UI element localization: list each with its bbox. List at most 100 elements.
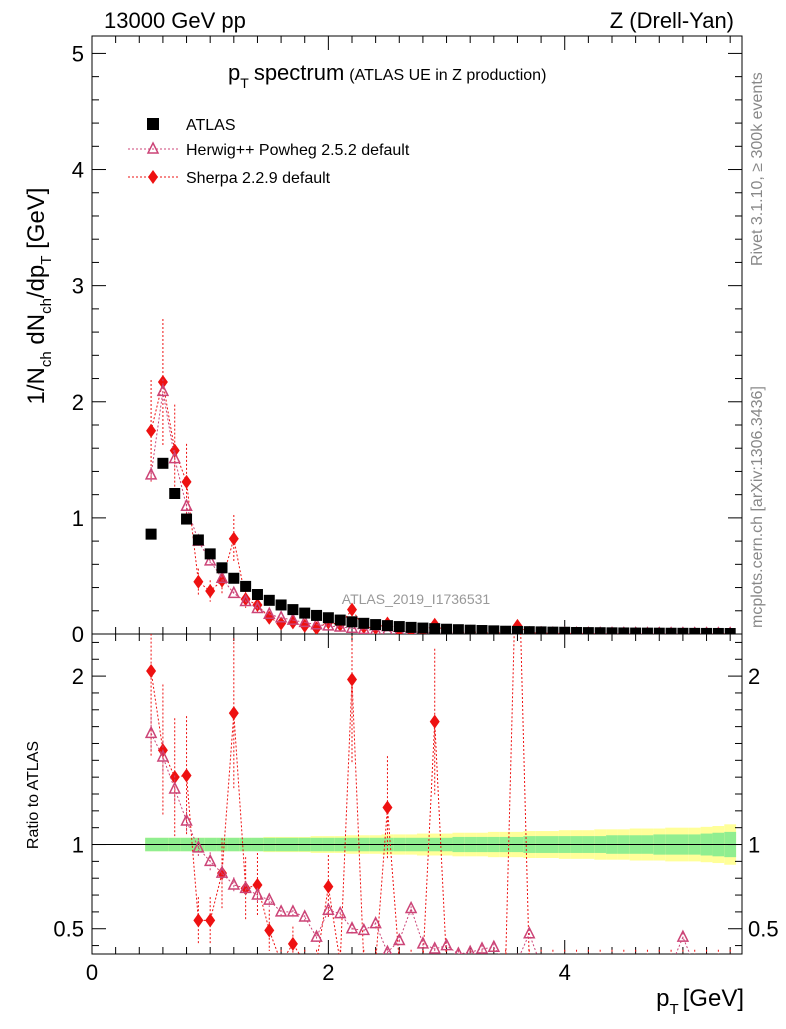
sherpa-ratio-point [607,955,617,969]
atlas-point [405,621,417,633]
sherpa-point [240,592,251,607]
atlas-point [334,614,346,626]
sherpa-ratio-point [512,501,522,515]
y-tick-label: 2 [72,390,84,415]
herwig-ratio-point [274,904,288,917]
y-tick-label: 0 [72,622,84,647]
atlas-point [393,621,405,633]
x-tick-label: 4 [559,960,571,985]
sherpa-ratio-point [193,913,204,928]
herwig-ratio-point [654,958,664,968]
atlas-point [571,626,583,634]
atlas-point [275,599,287,611]
herwig-point [156,383,170,397]
sherpa-ratio-point [181,768,192,783]
y-tick-label: 2 [72,664,84,689]
sherpa-ratio-point [702,955,712,969]
x-tick-label: 2 [322,960,334,985]
herwig-ratio-point [357,922,371,936]
herwig-ratio-point [393,932,406,946]
atlas-point [145,528,157,540]
atlas-point [641,627,653,634]
y-tick-label: 3 [72,274,84,299]
herwig-ratio-point [215,865,229,878]
herwig-ratio-point [263,892,276,905]
svg-text:1/Nch dNch/dpT [GeV]: 1/Nch dNch/dpT [GeV] [23,188,55,405]
atlas-point [228,572,240,584]
sherpa-point [146,423,157,438]
herwig-point [144,467,158,480]
y-tick-label: 4 [72,158,84,183]
herwig-ratio-point [156,749,170,762]
atlas-point [701,627,713,634]
main-ylabel: 1/Nch dNch/dpT [GeV] [23,188,55,405]
y-tick-label-right: 0.5 [748,917,779,942]
atlas-point [322,612,334,624]
sherpa-point [276,616,287,631]
herwig-ratio-point [180,813,193,826]
atlas-point [311,609,323,621]
legend: ATLAS Herwig++ Powheg 2.5.2 default Sher… [128,117,410,187]
atlas-point [511,625,523,634]
atlas-point [452,624,464,634]
herwig-point [168,450,181,464]
herwig-ratio-point [725,960,735,970]
atlas-point [582,627,594,634]
atlas-point [547,626,559,634]
herwig-ratio-point [501,956,511,966]
sherpa-ratio-point [205,913,216,928]
atlas-point [358,617,370,629]
herwig-ratio-point [487,939,501,953]
sherpa-ratio-point [654,955,664,969]
sherpa-ratio-point [725,955,735,969]
y-tick-label: 1 [72,506,84,531]
herwig-ratio-point [144,725,158,739]
sherpa-ratio-point [536,955,546,969]
herwig-ratio-point [416,936,430,949]
x-tick-label: 0 [86,960,98,985]
atlas-point [240,580,252,592]
herwig-ratio-point [345,921,359,934]
sherpa-ratio-point [252,877,263,892]
sherpa-point [311,621,322,634]
herwig-ratio-point [239,880,252,894]
atlas-point [417,622,429,634]
herwig-point [239,593,252,607]
herwig-ratio-point [631,960,641,970]
atlas-point [630,627,642,634]
watermark: ATLAS_2019_I1736531 [342,591,491,607]
herwig-point [298,614,311,628]
herwig-point [263,606,276,620]
main-axis-ticks: 0 1 2 3 4 5 [72,36,742,647]
sherpa-point [157,375,168,390]
sherpa-ratio-point [619,955,629,969]
atlas-point [263,594,275,606]
sherpa-ratio-point [642,955,652,969]
legend-herwig-marker [146,141,160,154]
herwig-ratio-point [676,929,690,942]
legend-sherpa-marker [148,170,158,184]
atlas-point [724,628,736,634]
sherpa-ratio-point [359,955,369,969]
herwig-ratio-point [310,929,323,942]
ratio-frame [91,633,743,955]
y-tick-label-right: 2 [748,664,760,689]
sherpa-ratio-point [287,936,298,951]
herwig-point [227,585,241,599]
ratio-axis-ticks: 0 2 4 0.5 0.5 1 1 2 2 [53,634,779,985]
ratio-data-marks [144,501,735,970]
sherpa-ratio-point [300,955,310,969]
herwig-ratio-point [404,900,418,914]
sherpa-point [228,531,239,546]
sherpa-ratio-point [394,955,404,969]
herwig-point [274,610,288,623]
herwig-ratio-point [548,958,558,968]
atlas-point [287,604,299,616]
atlas-point [535,626,547,634]
atlas-point [370,619,382,631]
atlas-point [346,616,358,628]
sherpa-ratio-point [572,955,582,969]
sherpa-ratio-point [429,714,440,729]
